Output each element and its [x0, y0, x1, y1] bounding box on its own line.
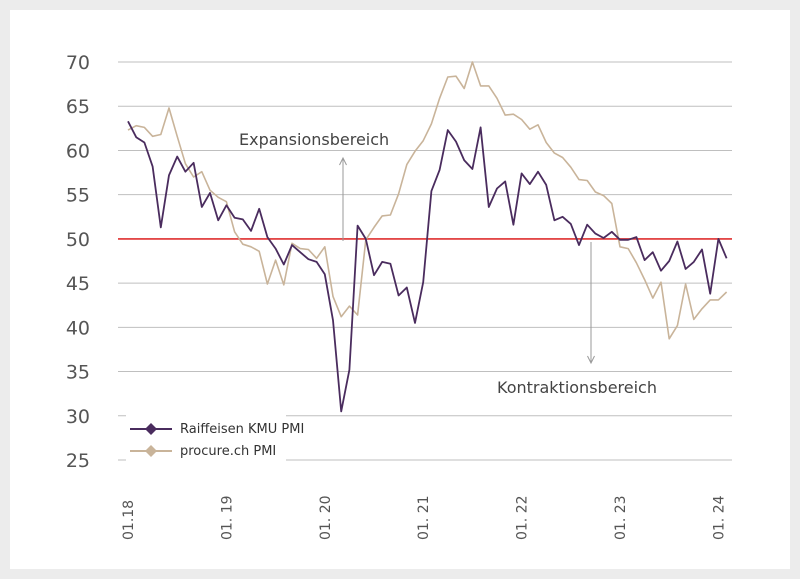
- legend: Raiffeisen KMU PMI procure.ch PMI: [126, 412, 304, 464]
- series-line-raiffeisen: [127, 120, 728, 413]
- x-tick-label: 01. 19: [219, 495, 235, 540]
- expansion-arrow-head: [339, 156, 347, 166]
- x-tick-label: 01. 24: [711, 495, 727, 540]
- legend-marker-raiffeisen: [145, 423, 157, 435]
- y-axis-ticks: 70 65 60 55 50 45 40 35 30 25: [66, 52, 90, 472]
- y-tick-label: 55: [66, 185, 90, 207]
- x-tick-label: 01.18: [121, 500, 137, 540]
- x-tick-label: 01. 22: [515, 495, 531, 540]
- legend-label-procure: procure.ch PMI: [180, 444, 276, 459]
- y-tick-label: 30: [66, 406, 90, 428]
- expansion-annotation: Expansionsbereich: [239, 130, 389, 241]
- y-tick-label: 50: [66, 229, 90, 251]
- contraction-arrow-head: [587, 355, 595, 365]
- legend-label-raiffeisen: Raiffeisen KMU PMI: [180, 422, 304, 437]
- y-tick-label: 60: [66, 140, 90, 162]
- y-tick-label: 45: [66, 273, 90, 295]
- legend-background: [126, 412, 286, 464]
- chart-card: 70 65 60 55 50 45 40 35 30 25 01.18 01. 19 01. 20 01…: [10, 10, 790, 569]
- y-tick-label: 70: [66, 52, 90, 74]
- y-tick-label: 40: [66, 317, 90, 339]
- x-tick-label: 01. 23: [613, 495, 629, 540]
- y-tick-label: 35: [66, 362, 90, 384]
- x-axis-ticks: 01.18 01. 19 01. 20 01. 21 01. 22 01. 23 01. 2…: [121, 495, 727, 540]
- expansion-label: Expansionsbereich: [239, 130, 389, 149]
- contraction-label: Kontraktionsbereich: [497, 378, 657, 397]
- x-tick-label: 01. 20: [318, 495, 334, 540]
- y-tick-label: 25: [66, 450, 90, 472]
- series-line-procure: [127, 61, 728, 340]
- y-tick-label: 65: [66, 96, 90, 118]
- x-tick-label: 01. 21: [416, 495, 432, 540]
- series-lines: [127, 61, 728, 413]
- contraction-annotation: Kontraktionsbereich: [497, 242, 657, 397]
- legend-marker-procure: [145, 445, 157, 457]
